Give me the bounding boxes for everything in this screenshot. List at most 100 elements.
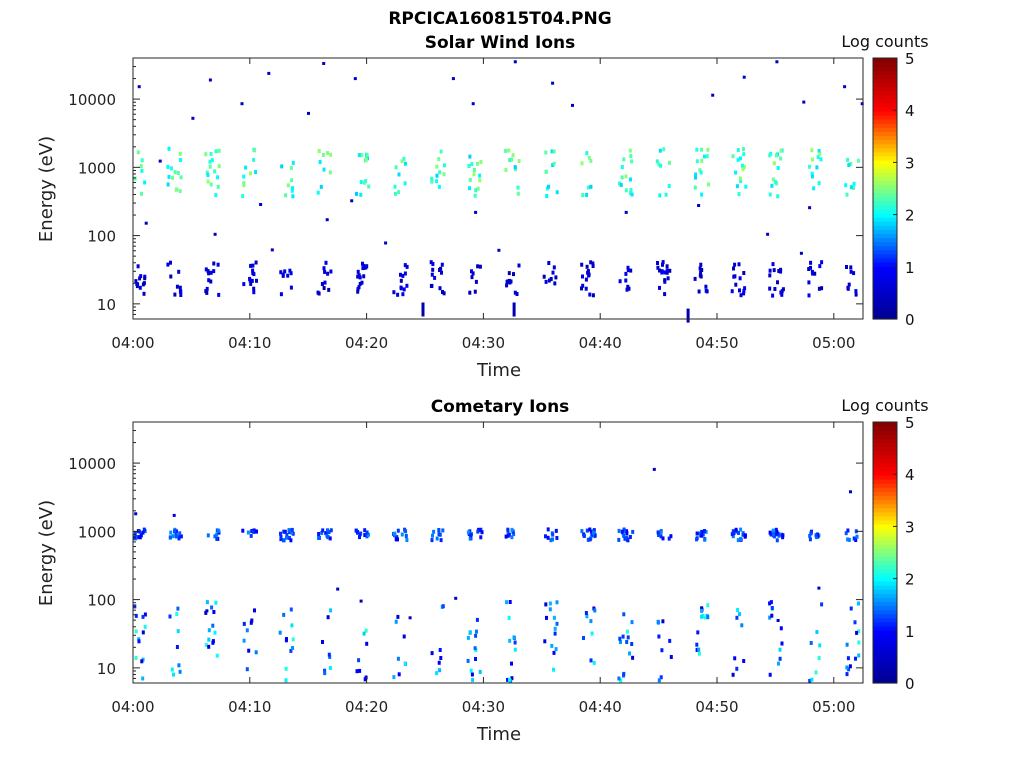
colorbar-segment	[873, 249, 897, 255]
heatmap-cell	[508, 158, 512, 163]
heatmap-cell	[134, 279, 138, 284]
heatmap-cell	[216, 184, 220, 189]
colorbar-segment	[873, 519, 897, 525]
heatmap-cell	[733, 274, 737, 279]
heatmap-cell	[854, 292, 858, 297]
heatmap-cell	[215, 653, 219, 658]
heatmap-cell	[466, 635, 470, 640]
heatmap-cell	[167, 146, 171, 151]
heatmap-cell	[469, 668, 473, 673]
colorbar-segment	[873, 208, 897, 214]
heatmap-cell	[698, 266, 702, 271]
colorbar-segment	[873, 294, 897, 300]
colorbar-segment	[873, 629, 897, 635]
heatmap-cell	[367, 184, 371, 189]
heatmap-cell	[214, 600, 218, 605]
colorbar-segment	[873, 98, 897, 104]
y-ticks-cometary: 10 100 1000 10000	[68, 421, 863, 684]
heatmap-cell	[251, 263, 255, 268]
heatmap-cell	[624, 271, 628, 276]
heatmap-cell	[506, 677, 510, 682]
colorbar-segment	[873, 192, 897, 198]
heatmap-cell	[580, 161, 584, 166]
colorbar-segment	[873, 217, 897, 222]
colorbar-segment	[873, 642, 897, 647]
heatmap-cell	[624, 536, 628, 541]
heatmap-cell	[626, 635, 630, 640]
heatmap-cell	[773, 287, 777, 291]
heatmap-cell	[400, 159, 404, 164]
heatmap-cell	[326, 535, 330, 540]
heatmap-cell	[317, 291, 321, 296]
heatmap-cell	[204, 267, 208, 272]
heatmap-cell	[777, 661, 780, 666]
heatmap-cell	[589, 158, 593, 163]
colorbar-frame	[872, 421, 898, 684]
heatmap-cell	[657, 678, 661, 683]
colorbar-segment	[873, 446, 897, 452]
heatmap-cell	[741, 167, 745, 172]
heatmap-cell	[511, 153, 515, 158]
heatmap-cell	[516, 185, 520, 190]
heatmap-cell	[591, 293, 595, 298]
heatmap-cells-solar-wind	[133, 60, 864, 323]
heatmap-cell	[704, 288, 708, 293]
heatmap-cell	[323, 668, 327, 673]
colorbar-segment	[873, 544, 897, 550]
heatmap-cell	[507, 148, 511, 153]
colorbar-tick-label: 4	[905, 102, 915, 120]
heatmap-cell	[259, 203, 263, 206]
colorbar-segment	[873, 261, 897, 267]
heatmap-cell	[553, 631, 557, 636]
heatmap-cell	[857, 653, 861, 658]
heatmap-cell	[466, 530, 470, 535]
heatmap-cell	[136, 150, 140, 155]
colorbar-segment	[873, 131, 897, 137]
heatmap-cell	[403, 181, 407, 186]
heatmap-cell	[474, 188, 478, 193]
heatmap-cell	[324, 260, 328, 265]
heatmap-cell	[435, 536, 439, 541]
heatmap-cell	[630, 192, 634, 197]
heatmap-cell	[772, 268, 776, 273]
heatmap-cell	[282, 529, 286, 534]
heatmap-cell	[166, 262, 170, 267]
heatmap-cell	[204, 610, 208, 615]
heatmap-cell	[776, 280, 779, 285]
heatmap-cell	[506, 279, 510, 284]
heatmap-cell	[361, 266, 365, 271]
x-axis-label-solar-wind: Time	[476, 360, 521, 381]
heatmap-cell	[742, 271, 746, 275]
colorbar-segment	[873, 589, 897, 594]
heatmap-cell	[254, 170, 258, 175]
heatmap-cell	[168, 614, 172, 619]
heatmap-cell	[178, 531, 182, 536]
x-tick-label: 04:20	[345, 698, 388, 716]
heatmap-cell	[441, 290, 444, 294]
heatmap-cell	[403, 263, 407, 268]
heatmap-cell	[212, 269, 216, 274]
heatmap-cell	[328, 655, 332, 659]
heatmap-cell	[774, 532, 778, 537]
x-ticks-solar-wind: 04:00 04:10 04:20 04:30 04:40 04:50 05:00	[111, 58, 855, 352]
heatmap-cell	[206, 173, 210, 177]
colorbar-segment	[873, 617, 897, 623]
heatmap-cell	[253, 608, 256, 613]
heatmap-cell	[548, 601, 552, 606]
heatmap-cell	[656, 265, 660, 270]
heatmap-cell	[287, 528, 291, 533]
heatmap-cell	[768, 615, 772, 620]
colorbar-segment	[873, 70, 897, 75]
heatmap-cell	[143, 180, 147, 185]
heatmap-cell	[320, 282, 324, 286]
colorbar-segment	[873, 200, 897, 206]
heatmap-cell	[440, 270, 443, 275]
heatmap-cell	[440, 262, 444, 267]
heatmap-cell	[217, 148, 221, 153]
heatmap-cell	[430, 179, 434, 184]
heatmap-cell	[768, 601, 772, 606]
heatmap-cell	[439, 656, 443, 660]
heatmap-cell	[473, 193, 477, 198]
heatmap-cell	[245, 628, 249, 633]
heatmap-cell	[216, 262, 220, 267]
